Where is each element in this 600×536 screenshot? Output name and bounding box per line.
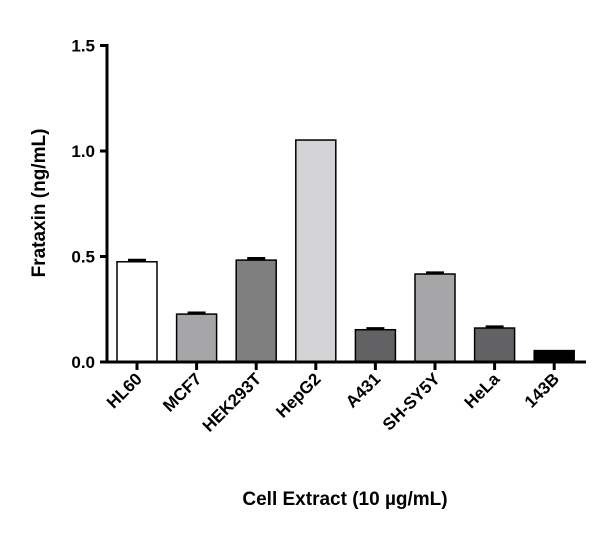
x-tick-label: MCF7	[159, 369, 205, 415]
y-tick-label: 0.0	[71, 353, 95, 372]
x-tick-label: HepG2	[272, 369, 324, 421]
x-axis-title: Cell Extract (10 µg/mL)	[242, 489, 447, 510]
x-tick-label: HEK293T	[199, 369, 266, 436]
bar-mcf7	[175, 313, 218, 363]
bar-hela	[473, 327, 516, 363]
bar-a431	[354, 328, 397, 363]
bar-hepg2	[295, 139, 337, 363]
bar-143b	[533, 349, 575, 363]
y-axis-title: Frataxin (ng/mL)	[29, 129, 50, 278]
y-tick-label: 1.0	[71, 142, 95, 161]
bar-hl60	[116, 261, 158, 363]
x-tick-label: SH-SY5Y	[379, 369, 444, 434]
y-tick-label: 0.5	[71, 248, 95, 267]
y-tick-label: 1.5	[71, 37, 95, 56]
bar-hek293t	[235, 259, 277, 363]
x-tick-label: 143B	[521, 369, 563, 411]
bar-sh-sy5y	[414, 273, 456, 363]
x-tick-label: HL60	[103, 369, 146, 412]
x-tick-label: HeLa	[461, 369, 504, 412]
x-tick-label: A431	[342, 369, 384, 411]
